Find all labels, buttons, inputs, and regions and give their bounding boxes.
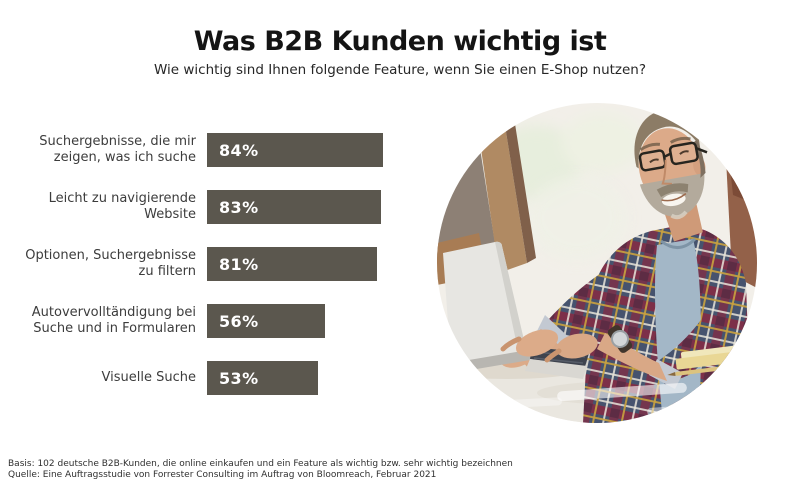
bar: 83% (207, 190, 382, 224)
chart-row: Leicht zu navigierende Website 83% (0, 190, 430, 224)
bar: 56% (207, 304, 325, 338)
bar-value-label: 56% (219, 311, 259, 331)
bar-value-label: 53% (219, 368, 259, 388)
category-label: Suchergebnisse, die mir zeigen, was ich … (39, 134, 196, 165)
bar-value-label: 81% (219, 254, 259, 274)
chart-row: Autovervolltändigung bei Suche und in Fo… (0, 304, 430, 338)
basis-line: Basis: 102 deutsche B2B-Kunden, die onli… (8, 459, 513, 469)
bar: 81% (207, 247, 378, 281)
category-label: Leicht zu navigierende Website (48, 191, 196, 222)
right-hand (556, 333, 598, 359)
bar: 84% (207, 133, 384, 167)
bar-value-label: 84% (219, 140, 259, 160)
bar-chart: Suchergebnisse, die mir zeigen, was ich … (0, 133, 430, 418)
chart-row: Visuelle Suche 53% (0, 361, 430, 395)
bar: 53% (207, 361, 319, 395)
chart-row: Suchergebnisse, die mir zeigen, was ich … (0, 133, 430, 167)
watch (607, 325, 633, 353)
category-label: Optionen, Suchergebnisse zu filtern (25, 248, 196, 279)
person-laptop-illustration (437, 103, 757, 423)
page-title: Was B2B Kunden wichtig ist (193, 26, 607, 57)
category-label: Autovervolltändigung bei Suche und in Fo… (31, 305, 196, 336)
category-label: Visuelle Suche (101, 370, 196, 386)
chart-rows: Suchergebnisse, die mir zeigen, was ich … (0, 133, 430, 395)
quelle-line: Quelle: Eine Auftragsstudie von Forreste… (8, 470, 437, 480)
bar-value-label: 83% (219, 197, 259, 217)
page-subtitle: Wie wichtig sind Ihnen folgende Feature,… (153, 62, 647, 78)
chart-row: Optionen, Suchergebnisse zu filtern 81% (0, 247, 430, 281)
source-note: Basis: 102 deutsche B2B-Kunden, die onli… (8, 459, 513, 481)
photo-circle (437, 103, 757, 423)
